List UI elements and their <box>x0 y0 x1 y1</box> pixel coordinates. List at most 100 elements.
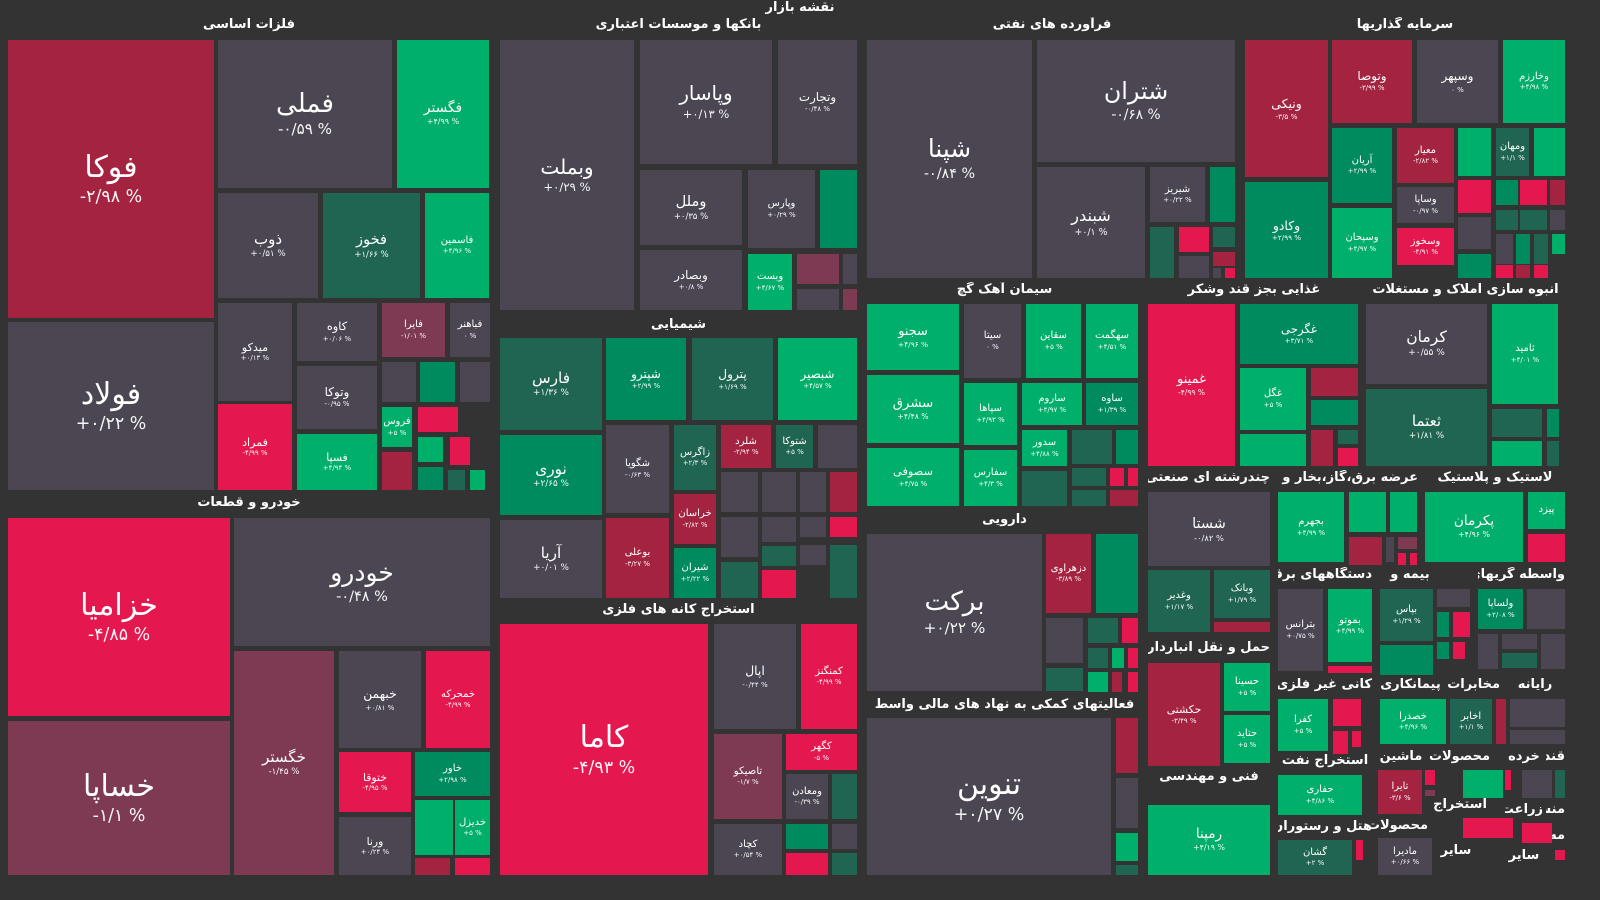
treemap-tile[interactable]: ونیکی -۳/۵ % <box>1245 40 1328 177</box>
treemap-tile[interactable] <box>832 824 857 849</box>
treemap-tile[interactable] <box>1425 770 1435 785</box>
treemap-tile[interactable] <box>1552 234 1565 254</box>
treemap-tile[interactable]: شپترو +۲/۹۹ % <box>606 338 686 420</box>
treemap-tile[interactable]: خودرو -۰/۴۸ % <box>234 518 490 646</box>
treemap-tile[interactable]: شتران -۰/۶۸ % <box>1037 40 1235 162</box>
treemap-tile[interactable] <box>1555 770 1565 798</box>
treemap-tile[interactable] <box>1520 180 1547 205</box>
treemap-tile[interactable]: شبندر +۰/۱ % <box>1037 167 1145 278</box>
treemap-tile[interactable] <box>1338 430 1358 444</box>
treemap-tile[interactable] <box>1516 265 1530 278</box>
treemap-tile[interactable] <box>1550 180 1565 205</box>
treemap-tile[interactable] <box>1210 167 1235 222</box>
treemap-tile[interactable]: کاوه +۰/۰۶ % <box>297 303 377 361</box>
treemap-tile[interactable]: وبانک +۱/۷۹ % <box>1214 570 1270 618</box>
treemap-tile[interactable] <box>762 472 796 512</box>
treemap-tile[interactable] <box>1352 731 1361 747</box>
treemap-tile[interactable]: معیار -۲/۸۲ % <box>1397 128 1454 183</box>
treemap-tile[interactable]: فولاد +۰/۲۲ % <box>8 322 214 490</box>
treemap-tile[interactable]: فخوز +۱/۶۶ % <box>323 193 420 298</box>
treemap-tile[interactable]: ماديرا +۰/۶۶ % <box>1378 838 1432 875</box>
treemap-tile[interactable] <box>1458 180 1491 213</box>
treemap-tile[interactable]: وملل +۰/۳۵ % <box>640 170 742 245</box>
treemap-tile[interactable]: تایرا -۳/۶ % <box>1378 770 1422 814</box>
treemap-tile[interactable] <box>1150 227 1174 278</box>
treemap-tile[interactable] <box>1116 430 1138 464</box>
treemap-tile[interactable] <box>1527 589 1565 629</box>
treemap-tile[interactable]: شگویا -۰/۶۳ % <box>606 425 669 513</box>
treemap-tile[interactable]: فایرا -۱/۰۱ % <box>382 303 445 357</box>
treemap-tile[interactable] <box>1505 770 1511 790</box>
treemap-tile[interactable] <box>1555 850 1565 860</box>
treemap-tile[interactable] <box>762 546 796 566</box>
treemap-tile[interactable]: ومعادن -۰/۳۹ % <box>786 774 828 819</box>
treemap-tile[interactable]: بموتو +۴/۹۹ % <box>1328 589 1372 662</box>
treemap-tile[interactable] <box>800 472 826 512</box>
treemap-tile[interactable]: آریان +۲/۹۹ % <box>1332 128 1392 203</box>
treemap-tile[interactable] <box>1496 699 1506 744</box>
treemap-tile[interactable] <box>1410 553 1417 565</box>
treemap-tile[interactable]: زاگرس +۲/۳ % <box>674 425 716 490</box>
treemap-tile[interactable]: وپاسار +۰/۱۳ % <box>640 40 772 164</box>
treemap-tile[interactable] <box>1534 234 1548 264</box>
treemap-tile[interactable]: ورنا +۰/۲۴ % <box>339 817 411 875</box>
treemap-tile[interactable] <box>1214 622 1270 632</box>
treemap-tile[interactable] <box>843 254 857 284</box>
treemap-tile[interactable] <box>1547 441 1559 466</box>
treemap-tile[interactable] <box>1338 448 1358 466</box>
treemap-tile[interactable] <box>382 452 412 490</box>
treemap-tile[interactable]: فگستر +۴/۹۹ % <box>397 40 489 188</box>
treemap-tile[interactable] <box>1128 648 1138 668</box>
treemap-tile[interactable]: دزهراوی -۳/۸۹ % <box>1046 534 1091 613</box>
treemap-tile[interactable]: ولساپا +۲/۰۸ % <box>1478 589 1523 629</box>
treemap-tile[interactable] <box>460 362 490 402</box>
treemap-tile[interactable]: کچاد +۰/۵۴ % <box>714 824 782 875</box>
treemap-tile[interactable] <box>797 254 839 284</box>
treemap-tile[interactable] <box>1046 618 1083 663</box>
treemap-tile[interactable] <box>1128 468 1138 486</box>
treemap-tile[interactable]: کگهر -۵ % <box>786 734 857 770</box>
treemap-tile[interactable] <box>450 437 470 465</box>
treemap-tile[interactable] <box>455 858 490 875</box>
treemap-tile[interactable]: فروس +۵ % <box>382 407 412 447</box>
treemap-tile[interactable] <box>1240 434 1306 466</box>
treemap-tile[interactable]: خمحرکه -۴/۹۹ % <box>426 651 490 748</box>
treemap-tile[interactable]: سقاین +۵ % <box>1026 304 1081 378</box>
treemap-tile[interactable]: حتاید +۵ % <box>1224 715 1270 763</box>
treemap-tile[interactable] <box>1502 653 1537 668</box>
treemap-tile[interactable]: سفارس +۴/۳ % <box>964 450 1017 506</box>
treemap-tile[interactable] <box>1492 409 1542 437</box>
treemap-tile[interactable]: وغدیر +۱/۱۷ % <box>1148 570 1210 632</box>
treemap-tile[interactable] <box>1541 634 1565 669</box>
treemap-tile[interactable] <box>1311 430 1333 466</box>
treemap-tile[interactable]: نوری +۲/۶۵ % <box>500 435 602 515</box>
treemap-tile[interactable]: پکرمان +۴/۹۶ % <box>1425 492 1523 562</box>
treemap-tile[interactable] <box>843 289 857 310</box>
treemap-tile[interactable]: وبصادر +۰/۸ % <box>640 250 742 310</box>
treemap-tile[interactable] <box>721 517 758 557</box>
treemap-tile[interactable] <box>762 517 796 542</box>
treemap-tile[interactable]: خصدرا +۴/۹۶ % <box>1380 699 1446 744</box>
treemap-tile[interactable]: برکت +۰/۲۲ % <box>867 534 1042 691</box>
treemap-tile[interactable] <box>1437 642 1449 659</box>
treemap-tile[interactable] <box>1088 648 1108 668</box>
treemap-tile[interactable]: وخارزم +۴/۹۸ % <box>1503 40 1565 123</box>
treemap-tile[interactable]: بترانس +۰/۷۵ % <box>1278 589 1323 671</box>
treemap-tile[interactable] <box>1179 256 1209 278</box>
treemap-tile[interactable]: وساپا -۰/۹۷ % <box>1397 187 1454 223</box>
treemap-tile[interactable]: شستا -۰/۸۲ % <box>1148 492 1270 566</box>
treemap-tile[interactable] <box>1390 492 1417 532</box>
treemap-tile[interactable] <box>800 517 826 537</box>
treemap-tile[interactable]: میدکو +۰/۱۳ % <box>218 303 292 401</box>
treemap-tile[interactable]: وسپحان +۴/۹۷ % <box>1332 208 1392 278</box>
treemap-tile[interactable] <box>1112 672 1122 692</box>
treemap-tile[interactable]: سشرق +۴/۴۸ % <box>867 375 959 443</box>
treemap-tile[interactable] <box>1116 865 1138 875</box>
treemap-tile[interactable] <box>1496 210 1518 230</box>
treemap-tile[interactable]: وسپهر ۰ % <box>1417 40 1498 123</box>
treemap-tile[interactable] <box>1110 468 1124 486</box>
treemap-tile[interactable]: اپال -۰/۴۴ % <box>714 624 796 729</box>
treemap-tile[interactable]: فارس +۱/۳۶ % <box>500 338 602 430</box>
treemap-tile[interactable]: سجنو +۴/۹۶ % <box>867 304 959 370</box>
treemap-tile[interactable]: وتجارت -۰/۴۸ % <box>778 40 857 164</box>
